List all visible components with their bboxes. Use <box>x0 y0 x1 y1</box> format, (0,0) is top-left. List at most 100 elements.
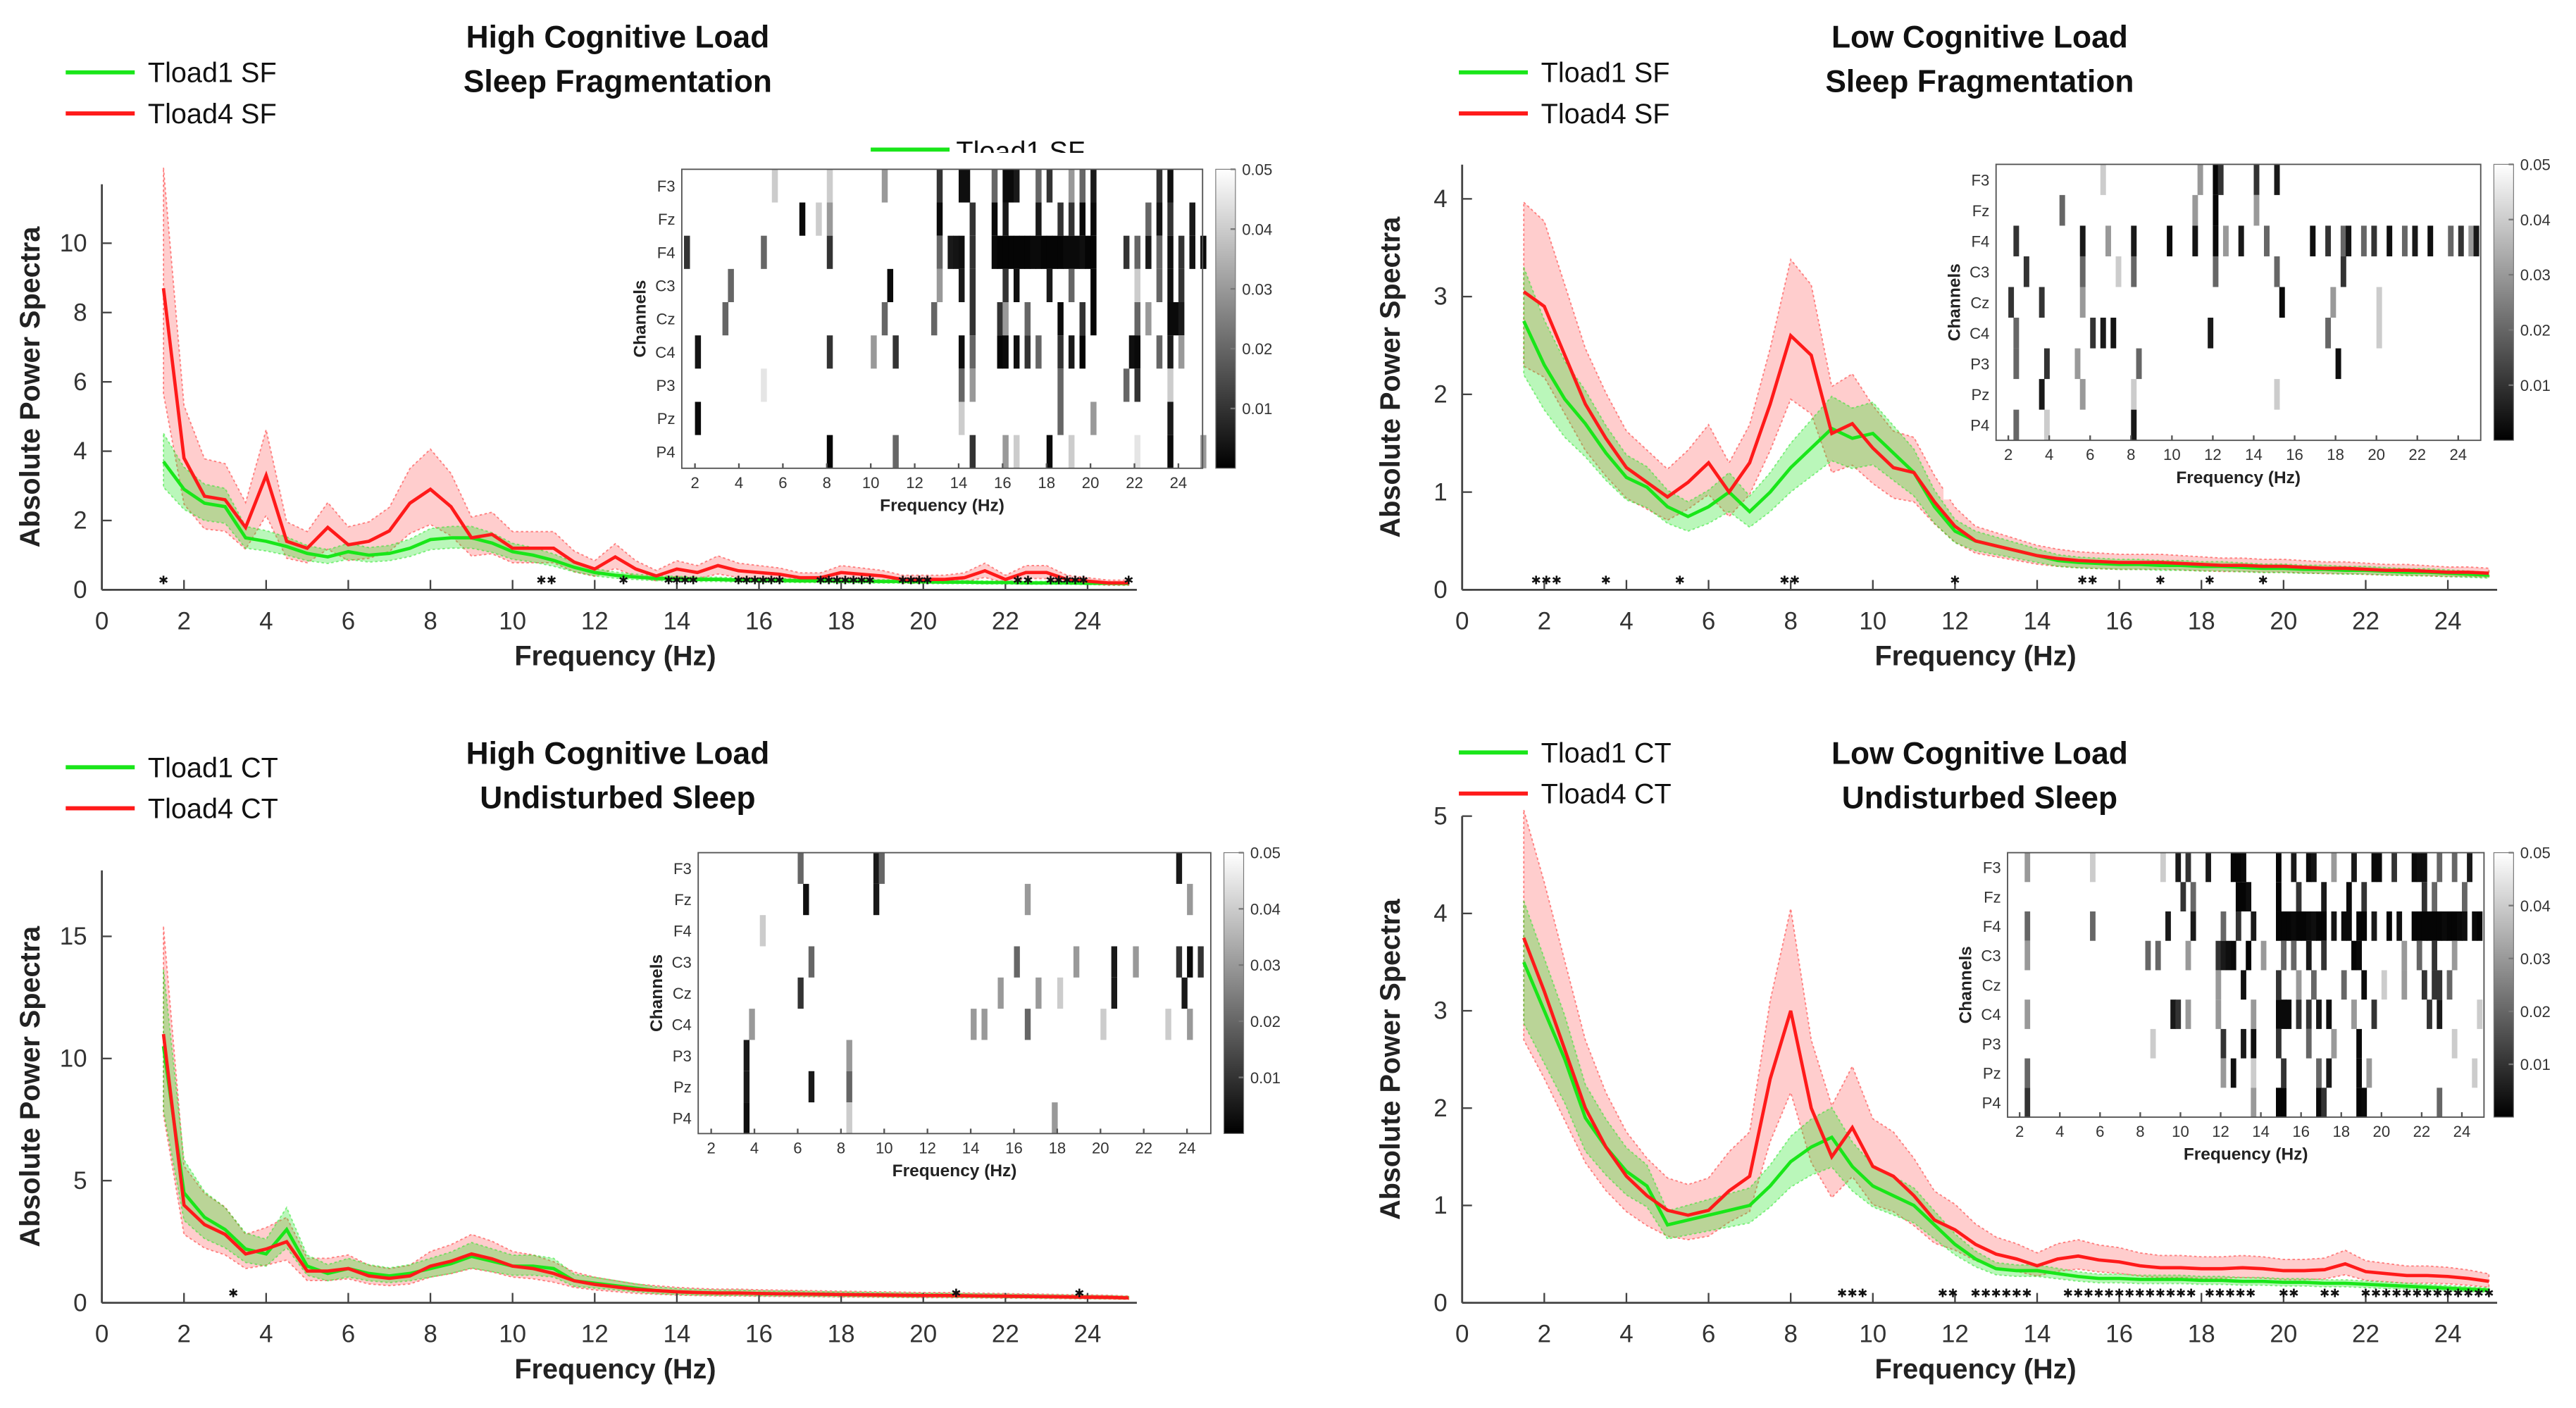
heatmap-cell <box>2167 225 2173 256</box>
heatmap-cell <box>1173 302 1179 336</box>
heatmap-cell <box>2220 911 2227 941</box>
significance-asterisk <box>1054 575 1064 585</box>
legend-label: Tload1 CT <box>1541 737 1672 768</box>
heatmap-cell <box>2321 882 2327 912</box>
heatmap-cell <box>2401 940 2408 971</box>
legend-label: Tload4 SF <box>1541 99 1670 130</box>
significance-asterisk <box>750 575 759 585</box>
inset-x-tick-label: 20 <box>2367 446 2385 463</box>
colorbar-tick-label: 0.04 <box>1242 220 1272 238</box>
y-tick-label: 0 <box>1433 1289 1447 1316</box>
asterisk-stroke <box>2215 1290 2225 1296</box>
significance-asterisk <box>2422 1288 2432 1297</box>
asterisk-stroke <box>2146 1290 2155 1296</box>
significance-asterisk <box>2226 1288 2235 1297</box>
heatmap-cell <box>2366 1058 2372 1088</box>
x-tick-label: 12 <box>581 607 609 635</box>
heatmap-cell <box>958 368 965 402</box>
x-tick-label: 14 <box>2024 1321 2051 1348</box>
significance-asterisk <box>840 575 850 585</box>
heatmap-cell <box>1197 946 1204 978</box>
heatmap-cell <box>2079 256 2086 287</box>
heatmap-cell <box>2427 225 2434 256</box>
x-tick-label: 12 <box>1941 1321 1969 1348</box>
channel-label: F3 <box>657 177 676 195</box>
heatmap-cell <box>2361 1088 2367 1118</box>
colorbar-tick-label: 0.05 <box>2520 845 2551 862</box>
heatmap-cell <box>797 977 804 1009</box>
significance-asterisk <box>1046 575 1055 585</box>
series-line-tload4-sf <box>161 287 1129 585</box>
asterisk-stroke <box>1981 1290 1991 1296</box>
significance-asterisk <box>1552 575 1561 585</box>
heatmap-cell <box>936 268 943 303</box>
inset-x-tick-label: 18 <box>2327 446 2344 463</box>
heatmap-cell <box>761 235 767 269</box>
heatmap-cell <box>2220 1028 2227 1059</box>
heatmap-cell <box>2276 852 2282 883</box>
heatmap-cell <box>1030 235 1036 269</box>
heatmap-cell <box>2281 999 2286 1029</box>
heatmap-cell <box>2235 852 2241 883</box>
asterisk-stroke <box>1601 577 1610 583</box>
significance-asterisk <box>2279 1288 2288 1297</box>
heatmap-cell <box>1057 977 1064 1009</box>
heatmap-cell <box>2421 882 2427 912</box>
heatmap-cell <box>1156 169 1163 203</box>
inset-x-tick-label: 10 <box>2163 446 2181 463</box>
heatmap-cell <box>2296 970 2302 1000</box>
channel-label: C3 <box>1970 263 1989 281</box>
significance-asterisk <box>775 575 784 585</box>
heatmap-cell <box>2251 1088 2257 1118</box>
heatmap-cell <box>2451 852 2458 883</box>
heatmap-cell <box>1035 977 1042 1009</box>
heatmap-cell <box>2427 911 2432 941</box>
heatmap-cell <box>2356 911 2363 941</box>
significance-asterisk <box>2464 1288 2473 1297</box>
heatmap-cell <box>2008 287 2015 318</box>
heatmap-cell <box>2421 970 2427 1000</box>
heatmap-cell <box>1145 202 1152 236</box>
x-tick-label: 8 <box>423 1321 437 1348</box>
inset-x-tick-label: 12 <box>2204 446 2222 463</box>
heatmap-cell <box>2145 940 2151 971</box>
heatmap-cell <box>2213 164 2219 195</box>
channel-label: F3 <box>1983 859 2001 877</box>
asterisk-stroke <box>2115 1290 2124 1296</box>
heatmap-cell <box>2432 970 2438 1000</box>
inset-x-tick-label: 24 <box>1178 1139 1196 1157</box>
inset-x-tick-label: 22 <box>1126 474 1143 492</box>
heatmap-cell <box>2468 225 2475 256</box>
asterisk-stroke <box>2074 1290 2083 1296</box>
significance-asterisk <box>1858 1288 1867 1297</box>
heatmap-frame <box>1995 163 2482 442</box>
heatmap-cell <box>826 235 833 269</box>
heatmap-cell <box>2024 940 2031 971</box>
heatmap-cell <box>2024 999 2031 1029</box>
legend: Tload1 SF Tload4 SF <box>66 58 277 130</box>
significance-asterisk <box>1948 1288 1958 1297</box>
heatmap-cell <box>771 169 778 203</box>
asterisk-stroke <box>1991 1290 2001 1296</box>
heatmap-cell <box>2462 882 2468 912</box>
asterisk-stroke <box>2205 1290 2214 1296</box>
heatmap-cell <box>1090 268 1097 303</box>
heatmap-cell <box>2335 348 2341 380</box>
colorbar-tick-label: 0.03 <box>1250 957 1281 974</box>
heatmap-cell <box>2131 409 2137 441</box>
heatmap-cell <box>997 235 1004 269</box>
significance-asterisk <box>734 575 743 585</box>
inset-x-tick-label: 4 <box>750 1139 759 1157</box>
asterisk-stroke <box>1075 1290 1084 1296</box>
series-line-tload1-ct <box>1522 961 2489 1292</box>
y-tick-label: 5 <box>73 1167 87 1195</box>
heatmap-cell <box>2024 1058 2031 1088</box>
heatmap-cell <box>2351 940 2357 971</box>
heatmap-cell <box>2371 852 2377 883</box>
significance-asterisk <box>759 575 768 585</box>
y-tick-label: 0 <box>73 1289 87 1316</box>
heatmap-cell <box>997 335 1004 369</box>
